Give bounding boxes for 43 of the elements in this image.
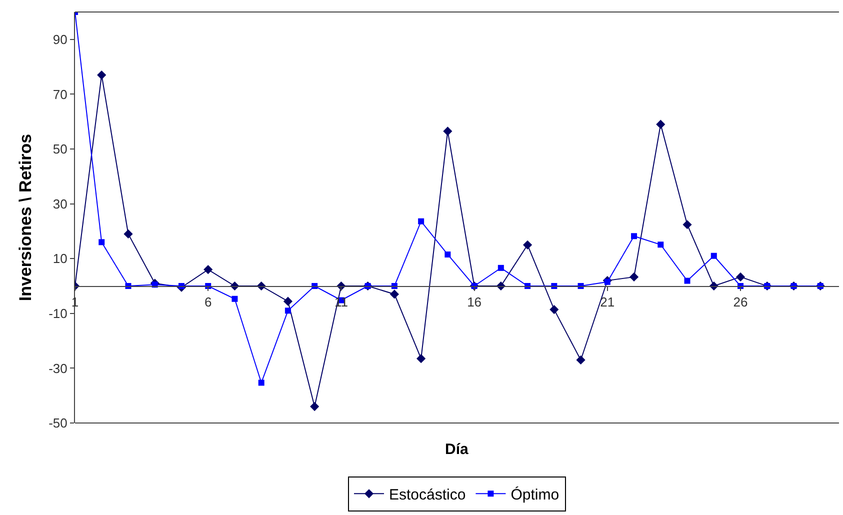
x-tick-label: 6 — [204, 294, 212, 310]
point — [684, 278, 690, 284]
point — [631, 233, 638, 240]
point — [682, 220, 692, 230]
point — [522, 240, 532, 250]
point — [444, 251, 451, 258]
legend-label: Estocástico — [389, 486, 466, 504]
point — [390, 290, 399, 299]
point — [97, 70, 106, 80]
y-tick-label: 50 — [52, 142, 68, 157]
point — [443, 126, 452, 136]
point — [258, 380, 264, 386]
y-tick-label: 70 — [52, 86, 68, 102]
point — [576, 355, 586, 365]
point — [736, 272, 746, 282]
point — [498, 264, 504, 271]
x-tick-label: 16 — [467, 294, 482, 310]
point — [232, 296, 238, 302]
y-tick-label: 90 — [52, 32, 68, 47]
x-tick-label: 21 — [600, 294, 615, 310]
point — [204, 265, 213, 274]
point — [310, 402, 320, 412]
point — [629, 272, 639, 282]
point — [416, 354, 426, 364]
legend-label: Óptimo — [510, 486, 560, 504]
point — [124, 229, 133, 238]
y-tick-label: -30 — [48, 360, 68, 376]
point — [658, 242, 664, 248]
point — [550, 305, 559, 314]
x-axis-title: Día — [445, 441, 469, 458]
y-tick-label: 30 — [52, 196, 68, 212]
y-tick-label: 10 — [52, 251, 68, 266]
point — [656, 120, 666, 129]
point — [284, 308, 291, 314]
point — [283, 296, 293, 306]
point — [418, 218, 424, 224]
point — [710, 252, 717, 259]
y-tick-label: -50 — [48, 416, 68, 431]
x-tick-label: 26 — [733, 294, 748, 310]
y-axis-title: Inversiones \ Retiros — [16, 134, 36, 302]
point — [98, 239, 105, 246]
point — [604, 278, 610, 285]
y-tick-label: -10 — [48, 306, 68, 321]
